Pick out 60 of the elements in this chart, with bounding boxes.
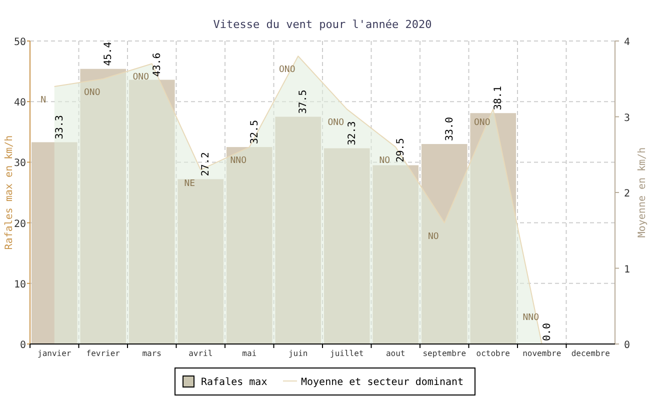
bar [324,148,370,344]
bar [372,165,419,344]
x-tick-label: janvier [38,349,72,358]
y2-tick-label: 3 [624,112,630,124]
data-label: 27.2 [200,152,212,176]
data-label: ONO [132,72,150,83]
chart-title: Vitesse du vent pour l'année 2020 [213,18,432,31]
y-tick-label: 30 [14,158,26,170]
bar [226,147,272,344]
bar [31,142,78,344]
data-label: 37.5 [298,90,310,114]
x-tick-label: aout [386,349,406,358]
data-label: 33.3 [54,115,66,140]
y-axis-title: Rafales max en km/h [4,135,15,250]
data-label: ONO [328,118,344,128]
data-label: 38.1 [493,86,504,110]
x-tick-label: avril [188,349,213,358]
y2-tick-label: 2 [624,188,630,200]
y2-axis-title: Moyenne en km/h [637,147,648,238]
data-label: NE [184,178,196,189]
y-tick-label: 10 [14,279,26,290]
data-label: ONO [84,88,100,98]
x-tick-label: mars [142,349,162,358]
x-tick-label: decembre [571,349,610,358]
data-label: NNO [522,313,540,323]
y2-tick-label: 0 [624,340,630,351]
bar [421,144,468,344]
y2-tick-label: 4 [624,37,630,48]
y-tick-label: 50 [14,37,26,48]
data-label: NO [428,232,439,242]
legend-label: Rafales max [201,377,268,388]
x-tick-label: septembre [422,349,466,358]
y-tick-label: 0 [20,340,26,351]
data-label: N [40,95,46,106]
y-tick-label: 20 [14,218,26,230]
x-tick-label: fevrier [86,349,120,358]
bar [275,116,322,344]
x-tick-label: octobre [476,349,510,358]
data-label: 29.5 [396,138,407,162]
data-label: ONO [278,65,296,76]
x-tick-label: juillet [330,349,364,358]
data-label: NO [379,156,390,166]
legend-label: Moyenne et secteur dominant [301,377,464,388]
y2-tick-label: 1 [624,264,630,276]
bar [80,68,126,344]
data-label: 33.0 [444,116,456,142]
bar [128,80,175,344]
data-label: 43.6 [152,52,163,77]
bar [470,113,516,344]
data-label: NNO [230,156,247,166]
data-label: 32.3 [346,121,358,146]
x-tick-label: juin [288,349,308,358]
y-tick-label: 40 [14,98,26,109]
data-label: 32.5 [249,120,260,144]
data-label: 45.4 [103,42,114,66]
x-tick-label: mai [242,349,257,358]
bar [178,179,224,344]
x-tick-label: novembre [522,349,562,358]
data-label: ONO [474,118,490,128]
data-label: 0.0 [542,322,553,341]
